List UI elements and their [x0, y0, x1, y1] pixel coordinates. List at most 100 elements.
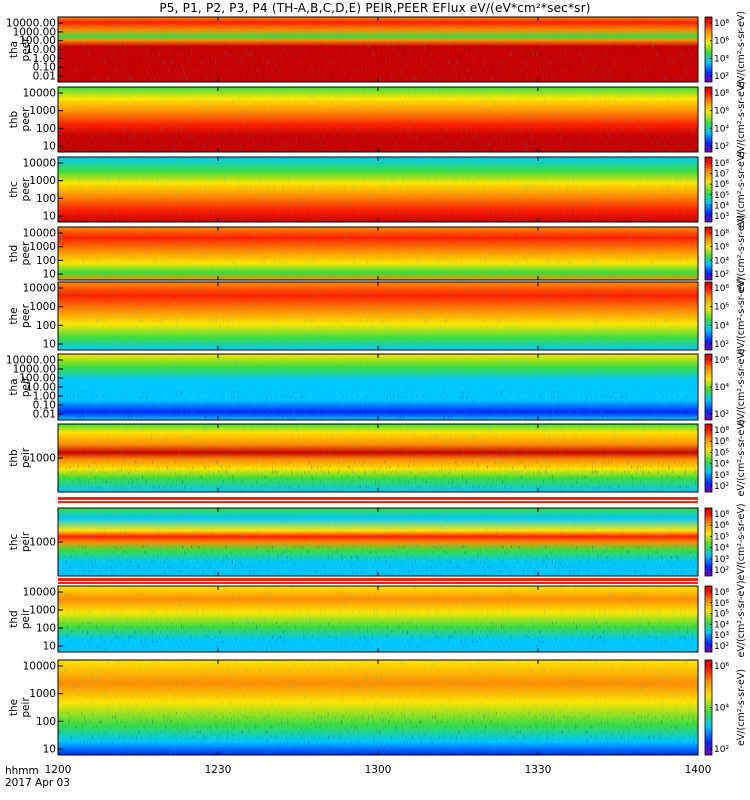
- colorbar-tick-label: 10²: [714, 642, 729, 652]
- y-tick-label: 10: [43, 641, 56, 653]
- y-tick-label: 100: [36, 320, 56, 332]
- x-axis-label: hhmm: [5, 765, 39, 777]
- colorbar-unit-label: eV/(cm²-s-sr-eV): [736, 503, 747, 580]
- colorbar-tick-label: 10⁵: [714, 532, 729, 542]
- colorbar-tick-label: 10⁸: [714, 159, 729, 169]
- colorbar-tick-label: 10⁵: [714, 610, 729, 620]
- y-tick-label: 10000: [23, 587, 56, 599]
- panel-label-species: peir: [20, 531, 32, 552]
- y-tick-label: 100: [36, 193, 56, 205]
- y-tick-label: 100.00: [19, 373, 56, 385]
- colorbar-tick-label: 10²: [714, 482, 729, 492]
- panel-the-peir: 10000 1000 100 10 the peir 10⁶ 10⁴ 10² eV/(cm²-s-…: [8, 659, 747, 756]
- y-tick-label: 0.10: [33, 62, 56, 74]
- panel-thb-peer: 10000 1000 100 10 thb peer 10⁸ 10⁶ 10⁴ 10² eV/(cm²…: [8, 81, 747, 158]
- x-tick-label: 1330: [525, 764, 552, 776]
- x-tick-label: 1400: [685, 764, 712, 776]
- y-tick-label: 10: [43, 269, 56, 281]
- panel-label-probe: thd: [8, 245, 20, 262]
- panel-label-probe: thd: [8, 610, 20, 627]
- colorbar-thc-peir: [704, 507, 713, 577]
- y-tick-label: 0.01: [33, 71, 56, 83]
- colorbar-unit-label: eV/(cm²-s-sr-eV): [736, 151, 747, 228]
- colorbar-tick-label: 10⁸: [714, 588, 729, 598]
- colorbar-tick-label: 10⁴: [714, 124, 729, 134]
- y-tick-label: 10: [43, 141, 56, 153]
- panel-gap: [58, 153, 698, 156]
- panel-label-species: peir: [20, 608, 32, 629]
- y-tick-label: 1000.00: [13, 364, 56, 376]
- panel-gap: [58, 223, 698, 226]
- chart-title: P5, P1, P2, P3, P4 (TH-A,B,C,D,E) PEIR,P…: [159, 1, 591, 15]
- panel-gap: [58, 351, 698, 353]
- y-tick-label: 10: [43, 744, 56, 756]
- y-tick-label: 1000: [29, 688, 56, 700]
- panel-label-probe: the: [8, 699, 20, 716]
- y-tick-label: 100: [36, 123, 56, 135]
- y-tick-label: 0.01: [33, 409, 56, 421]
- spectrogram-texture: [58, 87, 698, 152]
- panel-the-peer: 10000 1000 100 10 the peer 10⁸ 10⁶ 10⁴ 10² eV/(cm²…: [8, 277, 747, 354]
- panel-label-probe: thc: [8, 181, 20, 198]
- colorbar-unit-label: eV/(cm²-s-sr-eV): [736, 419, 747, 496]
- colorbar-tick-label: 10⁵: [714, 191, 729, 201]
- y-tick-label: 0.10: [33, 400, 56, 412]
- colorbar-thd-peir: [704, 585, 713, 653]
- colorbar-thc-peer: [704, 156, 713, 223]
- y-tick-label: 10000.00: [6, 18, 56, 30]
- colorbar-tick-label: 10⁶: [714, 243, 729, 253]
- data-gap-bar: [58, 582, 698, 584]
- y-tick-label: 1000: [29, 537, 56, 549]
- colorbar-tick-label: 10⁸: [714, 89, 729, 99]
- colorbar-tick-label: 10⁴: [714, 704, 729, 714]
- colorbar-tick-label: 10³: [714, 631, 729, 641]
- colorbar-tick-label: 10²: [714, 566, 729, 576]
- colorbar-thb-peer: [704, 86, 713, 153]
- panel-label-species: peer: [20, 241, 32, 266]
- colorbar-thb-peir: [704, 423, 713, 493]
- colorbar-tick-label: 10⁶: [714, 521, 729, 531]
- colorbar-tick-label: 10⁴: [714, 383, 729, 393]
- colorbar-unit-label: eV/(cm²-s-sr-eV): [736, 348, 747, 425]
- panel-label-species: peer: [20, 37, 32, 62]
- y-tick-label: 100: [36, 716, 56, 728]
- spectrogram-speckle: [58, 461, 698, 492]
- colorbar-tick-label: 10⁶: [714, 37, 729, 47]
- spectrogram-texture: [58, 227, 698, 280]
- y-tick-label: 10000: [23, 158, 56, 170]
- colorbar-the-peer: [704, 281, 713, 351]
- colorbar-tick-label: 10⁴: [714, 321, 729, 331]
- y-tick-label: 10000: [23, 228, 56, 240]
- panel-label-species: peer: [20, 107, 32, 132]
- panel-label-probe: tha: [8, 41, 20, 58]
- colorbar-tick-label: 10⁴: [714, 620, 729, 630]
- spectrogram-texture: [58, 157, 698, 222]
- date-label: 2017 Apr 03: [5, 777, 70, 789]
- y-tick-label: 1.00: [33, 53, 56, 65]
- colorbar-unit-label: eV/(cm²-s-sr-eV): [736, 215, 747, 292]
- x-tick-label: 1300: [365, 764, 392, 776]
- colorbar-tick-label: 10⁴: [714, 544, 729, 554]
- panel-gap: [58, 83, 698, 86]
- colorbar-tick-label: 10⁶: [714, 180, 729, 190]
- y-tick-label: 1000: [29, 241, 56, 253]
- colorbar-tick-label: 10⁴: [714, 256, 729, 266]
- spectrogram-speckle: [58, 390, 698, 420]
- colorbar-tick-label: 10⁶: [714, 356, 729, 366]
- y-tick-label: 100: [36, 623, 56, 635]
- y-tick-label: 1000: [29, 105, 56, 117]
- colorbar-unit-label: eV/(cm²-s-sr-eV): [736, 580, 747, 657]
- colorbar-tick-label: 10⁶: [714, 662, 729, 672]
- colorbar-tick-label: 10⁶: [714, 303, 729, 313]
- y-tick-label: 10000: [23, 88, 56, 100]
- colorbar-tick-label: 10⁸: [714, 284, 729, 294]
- colorbar-tick-label: 10²: [714, 410, 729, 420]
- panel-label-species: peer: [20, 177, 32, 202]
- colorbar-tha-peer: [704, 16, 713, 83]
- panel-label-probe: thc: [8, 534, 20, 551]
- spectrogram-speckle: [58, 712, 698, 755]
- x-axis: 1200 1230 1300 1330 1400: [45, 764, 712, 776]
- spectrogram-texture: [58, 282, 698, 350]
